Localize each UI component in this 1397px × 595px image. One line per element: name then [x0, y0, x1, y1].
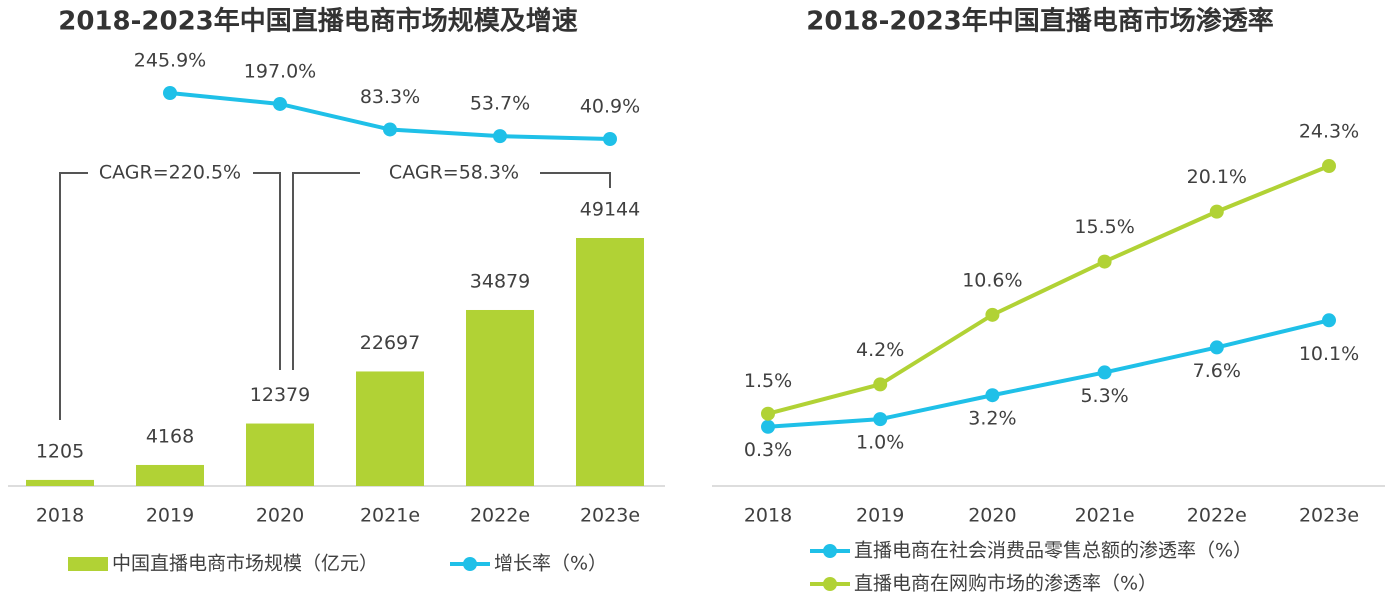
legend-marker	[823, 544, 837, 558]
data-label: 83.3%	[360, 86, 420, 108]
data-label: 40.9%	[580, 96, 640, 118]
x-tick-label: 2021e	[1075, 505, 1135, 527]
annotation: CAGR=58.3%	[389, 162, 519, 184]
data-label: 15.5%	[1074, 216, 1134, 238]
bar	[576, 238, 644, 486]
x-tick-label: 2018	[744, 505, 792, 527]
data-label: 197.0%	[244, 60, 316, 82]
point	[493, 129, 507, 144]
annotation: CAGR=220.5%	[99, 162, 241, 184]
line	[767, 318, 1330, 429]
point	[985, 307, 1000, 322]
data-label: 0.3%	[744, 439, 792, 461]
data-label: 3.2%	[968, 408, 1016, 430]
cagr-bracket	[540, 172, 611, 188]
data-label: 24.3%	[1299, 121, 1359, 143]
point	[603, 132, 617, 146]
legend-label: 直播电商在网购市场的渗透率（%）	[854, 573, 1157, 595]
point	[1097, 254, 1112, 269]
point	[163, 86, 177, 100]
x-tick-label: 2019	[856, 505, 904, 527]
point	[1209, 340, 1224, 355]
legend-swatch	[68, 557, 108, 571]
x-tick-label: 2020	[256, 505, 304, 527]
line	[767, 164, 1330, 416]
x-tick-label: 2023e	[580, 505, 640, 527]
x-tick-label: 2023e	[1299, 505, 1359, 527]
bar	[246, 423, 314, 486]
chart-title: 2018-2023年中国直播电商市场渗透率	[806, 6, 1274, 37]
x-tick-label: 2019	[146, 505, 194, 527]
point	[985, 388, 1000, 403]
data-label: 4.2%	[856, 339, 904, 361]
bar	[466, 309, 534, 486]
legend-marker	[823, 577, 837, 591]
legend-label: 中国直播电商市场规模（亿元）	[112, 553, 378, 575]
data-label: 4168	[146, 425, 194, 447]
data-label: 245.9%	[134, 50, 206, 72]
point	[383, 122, 397, 137]
cagr-bracket	[59, 172, 88, 420]
point	[1322, 159, 1336, 173]
point	[1097, 365, 1112, 380]
data-label: 7.6%	[1193, 360, 1241, 382]
data-label: 12379	[250, 384, 310, 406]
x-tick-label: 2022e	[1187, 505, 1247, 527]
data-label: 22697	[360, 332, 420, 354]
data-label: 10.6%	[962, 269, 1022, 291]
data-label: 20.1%	[1187, 166, 1247, 188]
point	[761, 419, 775, 434]
chart-title: 2018-2023年中国直播电商市场规模及增速	[58, 6, 578, 37]
data-label: 1205	[36, 440, 84, 462]
x-tick-label: 2018	[36, 505, 84, 527]
point	[873, 412, 888, 427]
bar	[136, 464, 204, 486]
point	[273, 96, 287, 111]
legend-label: 增长率（%）	[494, 553, 607, 575]
cagr-bracket	[253, 172, 281, 370]
bar	[356, 371, 424, 486]
data-label: 1.5%	[744, 370, 792, 392]
data-label: 34879	[470, 270, 530, 292]
point	[1322, 313, 1336, 328]
data-label: 10.1%	[1299, 343, 1359, 365]
x-tick-label: 2022e	[470, 505, 530, 527]
bar	[26, 479, 94, 486]
point	[1209, 204, 1224, 219]
cagr-bracket	[292, 172, 360, 370]
data-label: 5.3%	[1080, 385, 1128, 407]
data-label: 53.7%	[470, 93, 530, 115]
point	[761, 406, 775, 421]
legend-marker	[463, 557, 477, 571]
data-label: 1.0%	[856, 432, 904, 454]
x-tick-label: 2021e	[360, 505, 420, 527]
legend-label: 直播电商在社会消费品零售总额的渗透率（%）	[854, 540, 1252, 562]
x-tick-label: 2020	[968, 505, 1016, 527]
point	[873, 377, 888, 392]
data-label: 49144	[580, 199, 640, 221]
